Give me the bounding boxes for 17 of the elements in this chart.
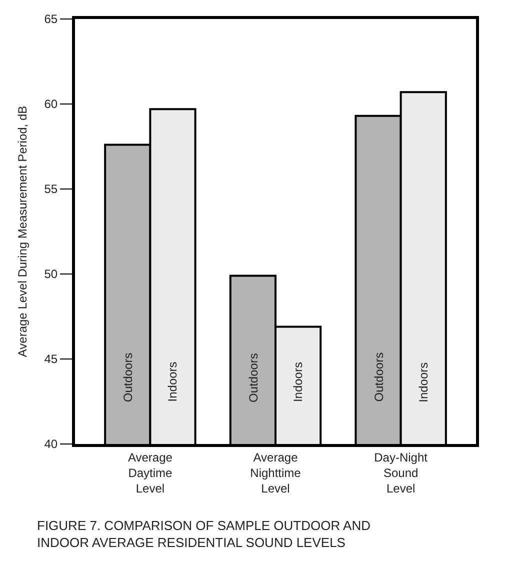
y-tick-label: 50: [44, 267, 58, 282]
x-tick-label: Average Daytime Level: [128, 450, 173, 496]
text: Outdoors: [246, 353, 260, 402]
y-tick-label: 60: [44, 97, 58, 112]
y-tick-label: 45: [44, 352, 58, 366]
y-tick-label: 55: [44, 182, 58, 196]
y-tick-label: 65: [44, 12, 58, 26]
x-tick-label: Average Nighttime Level: [250, 450, 302, 496]
series-label: Indoors: [166, 362, 180, 402]
text: Outdoors: [121, 352, 136, 402]
caption: FIGURE 7. COMPARISON OF SAMPLE OUTDOOR AND INDOOR AVERAGE RESIDENTIAL SOUND LEVELS: [37, 518, 370, 550]
text: Indoors: [291, 362, 306, 402]
y-axis-title: Average Level During Measurement Period, dB: [16, 106, 30, 358]
y-tick-label: 40: [44, 437, 58, 452]
text: Indoors: [416, 362, 430, 402]
x-tick-label: Day-Night Sound Level: [374, 450, 428, 496]
series-label: Outdoors: [372, 352, 386, 402]
